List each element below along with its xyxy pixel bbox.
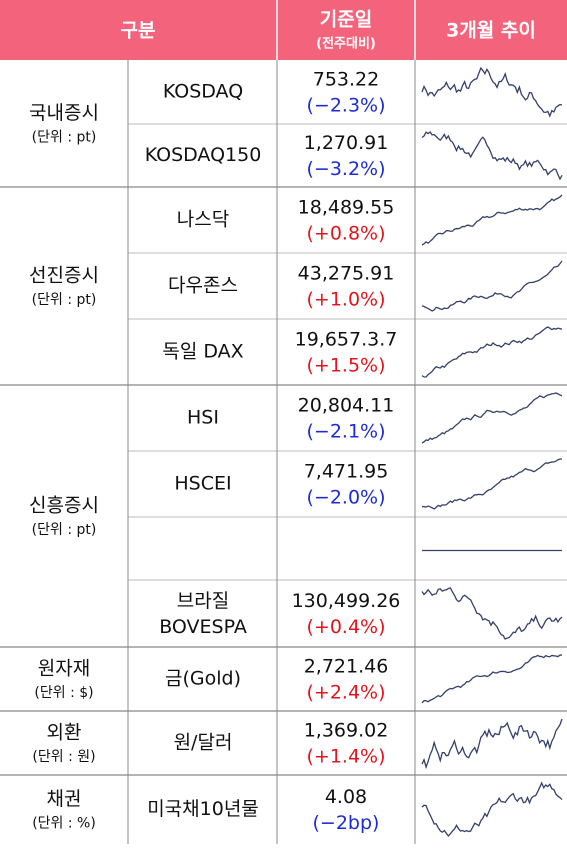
- sparkline: [421, 587, 563, 640]
- row-name: HSCEI: [174, 473, 231, 495]
- row-value: 1,270.91: [304, 132, 389, 154]
- sparkline: [421, 718, 563, 770]
- row-change: (−2.3%): [306, 95, 385, 117]
- row-name: HSI: [187, 407, 219, 429]
- group-label: 선진증시: [29, 265, 99, 287]
- header-trend: 3개월 추이: [446, 20, 536, 42]
- sparkline: [421, 458, 563, 510]
- row-value: 43,275.91: [298, 263, 395, 285]
- row-value: 7,471.95: [304, 461, 389, 483]
- header-base-date-sub: (전주대비): [316, 36, 376, 52]
- row-value: 19,657.3.7: [295, 329, 398, 351]
- row-change: (+0.4%): [306, 616, 385, 638]
- sparkline: [421, 781, 563, 838]
- row-value: 753.22: [313, 69, 379, 91]
- row-change: (−2.1%): [306, 421, 385, 443]
- group-label: 신흥증시: [29, 495, 99, 517]
- row-change: (−2.0%): [306, 487, 385, 509]
- group-unit: (단위 : %): [32, 816, 96, 832]
- sparkline: [421, 260, 563, 312]
- group-unit: (단위 : pt): [32, 292, 97, 308]
- group-label: 채권: [47, 788, 82, 810]
- header-base-date: 기준일: [320, 9, 372, 31]
- row-name: 나스닥: [177, 209, 229, 231]
- row-name: BOVESPA: [159, 616, 247, 638]
- row-change: (−3.2%): [306, 158, 385, 180]
- row-change: (+1.5%): [306, 355, 385, 377]
- sparkline: [421, 392, 563, 444]
- group-unit: (단위 : pt): [32, 522, 97, 538]
- sparkline: [421, 326, 563, 378]
- row-change: (+1.0%): [306, 289, 385, 311]
- group-label: 외환: [47, 722, 82, 744]
- row-value: 1,369.02: [304, 720, 389, 742]
- group-label: 국내증시: [29, 102, 99, 124]
- row-value: 130,499.26: [292, 590, 401, 612]
- row-name: 금(Gold): [165, 668, 241, 690]
- sparkline: [421, 66, 563, 118]
- row-name: KOSDAQ150: [145, 144, 262, 166]
- row-name: KOSDAQ: [163, 81, 243, 103]
- row-name: 미국채10년물: [147, 798, 259, 820]
- group-unit: (단위 : pt): [32, 130, 97, 146]
- row-change: (+1.4%): [306, 746, 385, 768]
- row-value: 18,489.55: [298, 197, 395, 219]
- group-unit: (단위 : 원): [32, 749, 95, 765]
- header-category: 구분: [121, 20, 156, 42]
- row-value: 2,721.46: [304, 656, 389, 678]
- row-value: 20,804.11: [298, 395, 395, 417]
- sparkline: [421, 131, 563, 181]
- row-value: 4.08: [325, 786, 367, 808]
- sparkline: [421, 194, 563, 246]
- header-bg: [0, 0, 567, 60]
- row-name: 독일 DAX: [162, 341, 243, 363]
- row-name: 다우존스: [168, 275, 238, 297]
- row-name: 브라질: [177, 590, 229, 612]
- group-label: 원자재: [38, 658, 90, 680]
- group-unit: (단위 : $): [34, 685, 93, 701]
- row-change: (+2.4%): [306, 682, 385, 704]
- row-change: (+0.8%): [306, 223, 385, 245]
- row-change: (−2bp): [313, 812, 380, 834]
- sparkline: [421, 654, 563, 704]
- row-name: 원/달러: [174, 732, 233, 754]
